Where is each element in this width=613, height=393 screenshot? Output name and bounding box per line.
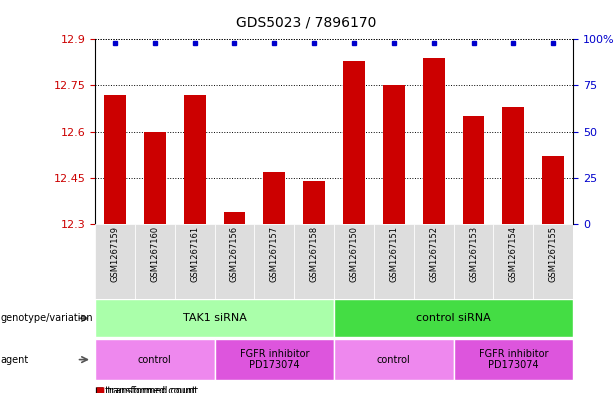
- Bar: [334, 299, 573, 337]
- Bar: [533, 224, 573, 299]
- Bar: [343, 61, 365, 224]
- Bar: [294, 224, 334, 299]
- Bar: [334, 339, 454, 380]
- Text: GSM1267156: GSM1267156: [230, 226, 239, 282]
- Text: GSM1267153: GSM1267153: [469, 226, 478, 282]
- Text: GSM1267155: GSM1267155: [549, 226, 558, 281]
- Bar: [184, 95, 205, 224]
- Text: genotype/variation: genotype/variation: [1, 313, 93, 323]
- Bar: [95, 339, 215, 380]
- Text: ■: ■: [95, 386, 104, 393]
- Bar: [454, 339, 573, 380]
- Text: GSM1267151: GSM1267151: [389, 226, 398, 281]
- Bar: [303, 181, 325, 224]
- Bar: [254, 224, 294, 299]
- Bar: [463, 116, 484, 224]
- Bar: [414, 224, 454, 299]
- Text: control: control: [377, 354, 411, 365]
- Bar: [215, 339, 334, 380]
- Bar: [423, 58, 444, 224]
- Bar: [224, 212, 245, 224]
- Text: GSM1267161: GSM1267161: [190, 226, 199, 282]
- Text: GSM1267150: GSM1267150: [349, 226, 359, 281]
- Text: ■ transformed count: ■ transformed count: [95, 386, 198, 393]
- Bar: [144, 132, 166, 224]
- Bar: [95, 224, 135, 299]
- Bar: [543, 156, 564, 224]
- Text: GSM1267158: GSM1267158: [310, 226, 319, 282]
- Text: GDS5023 / 7896170: GDS5023 / 7896170: [237, 16, 376, 30]
- Bar: [215, 224, 254, 299]
- Text: GSM1267159: GSM1267159: [110, 226, 120, 281]
- Text: FGFR inhibitor
PD173074: FGFR inhibitor PD173074: [240, 349, 309, 370]
- Bar: [493, 224, 533, 299]
- Text: FGFR inhibitor
PD173074: FGFR inhibitor PD173074: [479, 349, 548, 370]
- Text: control siRNA: control siRNA: [416, 313, 491, 323]
- Text: GSM1267152: GSM1267152: [429, 226, 438, 281]
- Text: TAK1 siRNA: TAK1 siRNA: [183, 313, 246, 323]
- Bar: [95, 299, 334, 337]
- Text: agent: agent: [1, 354, 29, 365]
- Text: GSM1267157: GSM1267157: [270, 226, 279, 282]
- Bar: [334, 224, 374, 299]
- Text: GSM1267154: GSM1267154: [509, 226, 518, 281]
- Bar: [503, 107, 524, 224]
- Bar: [383, 86, 405, 224]
- Text: transformed count: transformed count: [102, 386, 196, 393]
- Bar: [454, 224, 493, 299]
- Text: GSM1267160: GSM1267160: [150, 226, 159, 282]
- Bar: [264, 172, 285, 224]
- Bar: [175, 224, 215, 299]
- Bar: [135, 224, 175, 299]
- Bar: [104, 95, 126, 224]
- Text: control: control: [138, 354, 172, 365]
- Bar: [374, 224, 414, 299]
